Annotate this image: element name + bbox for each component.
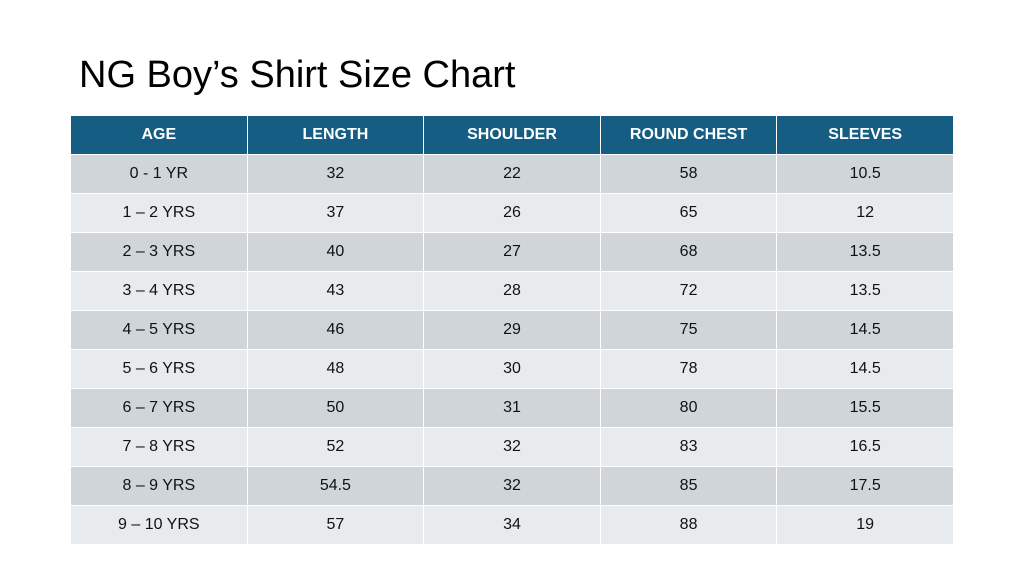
cell-round-chest: 58 <box>599 154 778 194</box>
cell-round-chest: 78 <box>599 349 778 389</box>
table-row: 8 – 9 YRS 54.5 32 85 17.5 <box>70 466 954 506</box>
cell-round-chest: 83 <box>599 427 778 467</box>
cell-age: 4 – 5 YRS <box>70 310 248 350</box>
cell-age: 0 - 1 YR <box>70 154 248 194</box>
table-body: 0 - 1 YR 32 22 58 10.5 1 – 2 YRS 37 26 6… <box>70 154 954 545</box>
cell-sleeves: 13.5 <box>776 232 954 272</box>
cell-shoulder: 26 <box>423 193 601 233</box>
table-row: 0 - 1 YR 32 22 58 10.5 <box>70 154 954 194</box>
column-header-age: AGE <box>70 115 248 155</box>
cell-shoulder: 31 <box>423 388 601 428</box>
table-row: 9 – 10 YRS 57 34 88 19 <box>70 505 954 545</box>
table-row: 3 – 4 YRS 43 28 72 13.5 <box>70 271 954 311</box>
cell-sleeves: 13.5 <box>776 271 954 311</box>
cell-shoulder: 22 <box>423 154 601 194</box>
cell-age: 3 – 4 YRS <box>70 271 248 311</box>
table-row: 4 – 5 YRS 46 29 75 14.5 <box>70 310 954 350</box>
cell-round-chest: 75 <box>599 310 778 350</box>
cell-round-chest: 85 <box>599 466 778 506</box>
table-row: 2 – 3 YRS 40 27 68 13.5 <box>70 232 954 272</box>
cell-sleeves: 19 <box>776 505 954 545</box>
cell-round-chest: 80 <box>599 388 778 428</box>
table-row: 5 – 6 YRS 48 30 78 14.5 <box>70 349 954 389</box>
cell-sleeves: 10.5 <box>776 154 954 194</box>
cell-shoulder: 27 <box>423 232 601 272</box>
cell-sleeves: 16.5 <box>776 427 954 467</box>
column-header-length: LENGTH <box>246 115 425 155</box>
cell-round-chest: 72 <box>599 271 778 311</box>
cell-age: 8 – 9 YRS <box>70 466 248 506</box>
cell-length: 54.5 <box>246 466 425 506</box>
cell-age: 2 – 3 YRS <box>70 232 248 272</box>
cell-length: 48 <box>246 349 425 389</box>
cell-length: 46 <box>246 310 425 350</box>
column-header-shoulder: SHOULDER <box>423 115 601 155</box>
cell-age: 7 – 8 YRS <box>70 427 248 467</box>
cell-shoulder: 32 <box>423 427 601 467</box>
cell-length: 57 <box>246 505 425 545</box>
cell-length: 52 <box>246 427 425 467</box>
table-row: 6 – 7 YRS 50 31 80 15.5 <box>70 388 954 428</box>
cell-length: 40 <box>246 232 425 272</box>
column-header-round-chest: ROUND CHEST <box>599 115 778 155</box>
cell-age: 1 – 2 YRS <box>70 193 248 233</box>
cell-sleeves: 14.5 <box>776 349 954 389</box>
table-row: 1 – 2 YRS 37 26 65 12 <box>70 193 954 233</box>
cell-length: 43 <box>246 271 425 311</box>
page-title: NG Boy’s Shirt Size Chart <box>79 54 516 96</box>
cell-length: 50 <box>246 388 425 428</box>
size-chart-table: AGE LENGTH SHOULDER ROUND CHEST SLEEVES … <box>70 115 954 545</box>
cell-length: 32 <box>246 154 425 194</box>
cell-round-chest: 88 <box>599 505 778 545</box>
cell-age: 9 – 10 YRS <box>70 505 248 545</box>
cell-shoulder: 28 <box>423 271 601 311</box>
column-header-sleeves: SLEEVES <box>776 115 954 155</box>
cell-age: 5 – 6 YRS <box>70 349 248 389</box>
header-row: AGE LENGTH SHOULDER ROUND CHEST SLEEVES <box>70 115 954 155</box>
cell-sleeves: 14.5 <box>776 310 954 350</box>
cell-sleeves: 15.5 <box>776 388 954 428</box>
cell-shoulder: 30 <box>423 349 601 389</box>
table-header: AGE LENGTH SHOULDER ROUND CHEST SLEEVES <box>70 115 954 155</box>
table-row: 7 – 8 YRS 52 32 83 16.5 <box>70 427 954 467</box>
cell-shoulder: 29 <box>423 310 601 350</box>
cell-sleeves: 12 <box>776 193 954 233</box>
cell-age: 6 – 7 YRS <box>70 388 248 428</box>
cell-shoulder: 34 <box>423 505 601 545</box>
cell-sleeves: 17.5 <box>776 466 954 506</box>
cell-shoulder: 32 <box>423 466 601 506</box>
cell-round-chest: 68 <box>599 232 778 272</box>
cell-length: 37 <box>246 193 425 233</box>
cell-round-chest: 65 <box>599 193 778 233</box>
